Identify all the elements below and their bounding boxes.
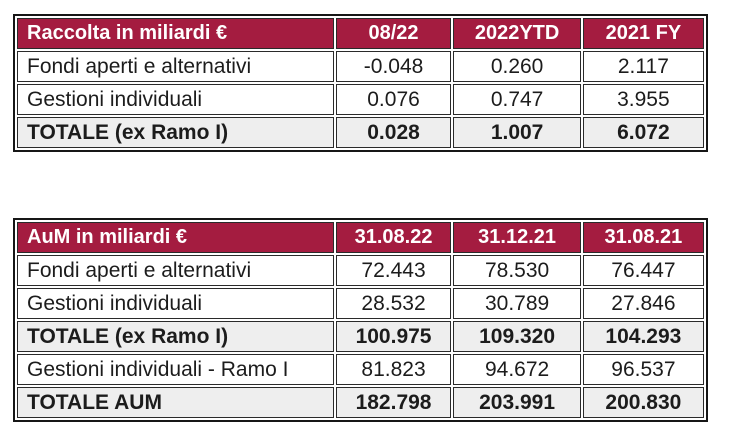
table-row: Gestioni individuali 0.076 0.747 3.955: [17, 84, 704, 115]
total-row: TOTALE AUM 182.798 203.991 200.830: [17, 387, 704, 418]
table-title: Raccolta in miliardi €: [17, 18, 334, 49]
row-label: TOTALE (ex Ramo I): [17, 117, 334, 148]
column-header: 2021 FY: [582, 18, 704, 49]
column-header: 2022YTD: [453, 18, 581, 49]
table-row: Fondi aperti e alternativi -0.048 0.260 2.1…: [17, 51, 704, 82]
table-body: Fondi aperti e alternativi 72.443 78.530 76…: [17, 255, 704, 418]
row-label: Gestioni individuali: [17, 288, 334, 319]
row-label: Fondi aperti e alternativi: [17, 51, 334, 82]
table-row: Gestioni individuali - Ramo I 81.823 94.67…: [17, 354, 704, 385]
column-header: 31.08.22: [335, 222, 452, 253]
total-row: TOTALE (ex Ramo I) 100.975 109.320 104.293: [17, 321, 704, 352]
value-cell: 0.076: [335, 84, 452, 115]
tables-container: Raccolta in miliardi € 08/22 2022YTD 2021 …: [13, 14, 730, 422]
column-header: 08/22: [335, 18, 452, 49]
value-cell: 109.320: [453, 321, 581, 352]
value-cell: 76.447: [582, 255, 704, 286]
data-table: AuM in miliardi € 31.08.22 31.12.21 31.08.…: [13, 218, 708, 422]
table-row: Gestioni individuali 28.532 30.789 27.846: [17, 288, 704, 319]
data-table: Raccolta in miliardi € 08/22 2022YTD 2021 …: [13, 14, 708, 152]
row-label: Gestioni individuali: [17, 84, 334, 115]
table-body: Fondi aperti e alternativi -0.048 0.260 2.1…: [17, 51, 704, 148]
header-row: AuM in miliardi € 31.08.22 31.12.21 31.08.…: [17, 222, 704, 253]
column-header: 31.08.21: [582, 222, 704, 253]
table: Raccolta in miliardi € 08/22 2022YTD 2021 …: [15, 16, 706, 150]
value-cell: 3.955: [582, 84, 704, 115]
total-row: TOTALE (ex Ramo I) 0.028 1.007 6.072: [17, 117, 704, 148]
value-cell: 100.975: [335, 321, 452, 352]
value-cell: 2.117: [582, 51, 704, 82]
value-cell: 27.846: [582, 288, 704, 319]
value-cell: 94.672: [453, 354, 581, 385]
value-cell: 72.443: [335, 255, 452, 286]
value-cell: -0.048: [335, 51, 452, 82]
row-label: TOTALE AUM: [17, 387, 334, 418]
value-cell: 0.260: [453, 51, 581, 82]
value-cell: 182.798: [335, 387, 452, 418]
row-label: Fondi aperti e alternativi: [17, 255, 334, 286]
value-cell: 0.028: [335, 117, 452, 148]
header-row: Raccolta in miliardi € 08/22 2022YTD 2021 …: [17, 18, 704, 49]
table-title: AuM in miliardi €: [17, 222, 334, 253]
value-cell: 30.789: [453, 288, 581, 319]
row-label: Gestioni individuali - Ramo I: [17, 354, 334, 385]
value-cell: 96.537: [582, 354, 704, 385]
value-cell: 1.007: [453, 117, 581, 148]
value-cell: 28.532: [335, 288, 452, 319]
value-cell: 104.293: [582, 321, 704, 352]
value-cell: 78.530: [453, 255, 581, 286]
value-cell: 0.747: [453, 84, 581, 115]
row-label: TOTALE (ex Ramo I): [17, 321, 334, 352]
value-cell: 203.991: [453, 387, 581, 418]
value-cell: 81.823: [335, 354, 452, 385]
table-row: Fondi aperti e alternativi 72.443 78.530 76…: [17, 255, 704, 286]
table: AuM in miliardi € 31.08.22 31.12.21 31.08.…: [15, 220, 706, 420]
column-header: 31.12.21: [453, 222, 581, 253]
value-cell: 200.830: [582, 387, 704, 418]
value-cell: 6.072: [582, 117, 704, 148]
